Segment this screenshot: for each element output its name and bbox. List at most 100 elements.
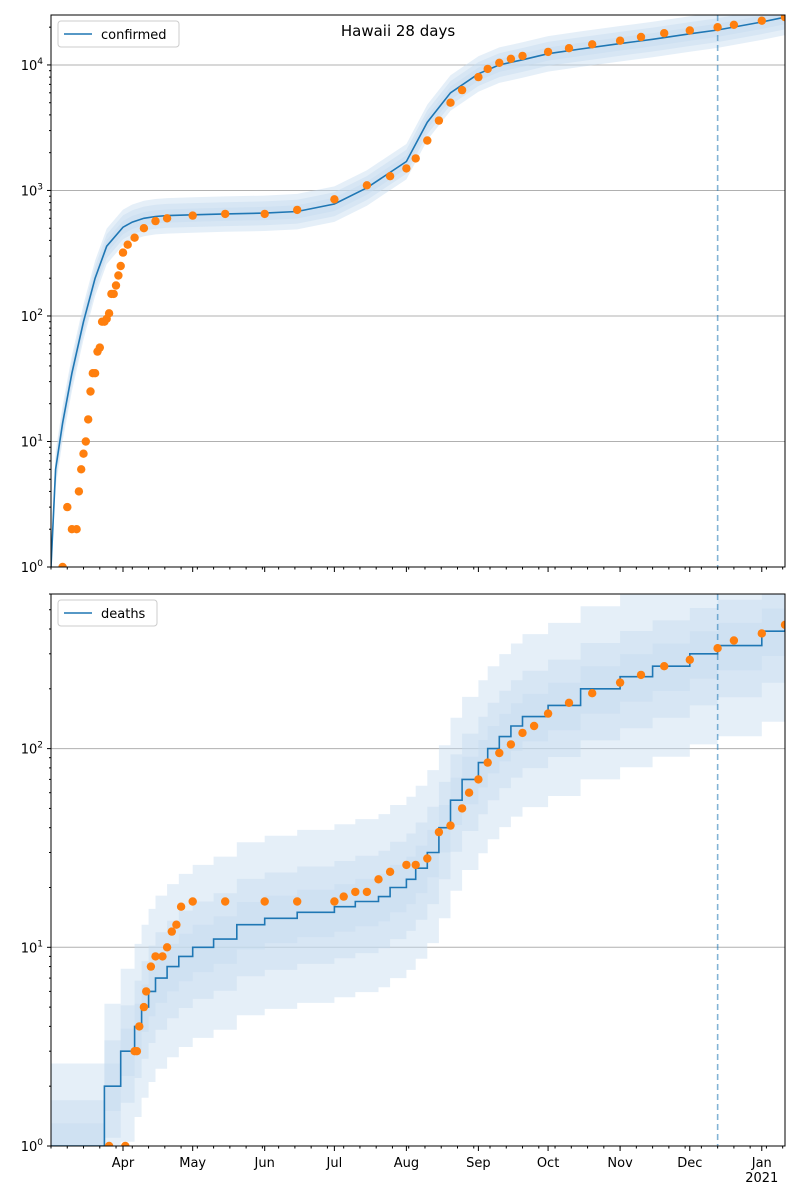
x-tick-label: Nov [607,1156,633,1171]
observed-point [434,827,444,837]
observed-point [135,1022,144,1031]
observed-point [172,920,181,929]
observed-point [495,58,504,67]
legend-box [57,599,158,627]
observed-point [330,195,339,204]
model-line [51,16,785,567]
y-tick-label-exponent: 2 [37,741,43,751]
legend-box [57,20,180,48]
observed-point [188,211,197,220]
observed-point [588,689,597,698]
y-tick-label-base: 10 [21,310,38,325]
y-tick-label-exponent: 3 [37,182,43,192]
x-tick-label: Dec [677,1156,702,1171]
observed-point [151,952,160,961]
observed-point [588,40,597,49]
y-tick-label-exponent: 0 [37,559,43,569]
observed-point [330,897,339,906]
y-tick-label: 103 [21,182,43,199]
observed-point [121,1141,130,1146]
observed-point [423,136,432,145]
plot-area [51,15,785,567]
observed-point [162,214,172,223]
observed-point [464,788,474,797]
y-tick-label: 101 [21,939,43,956]
observed-point [104,309,114,318]
observed-point [713,644,722,653]
observed-point [434,116,444,125]
observed-point [116,261,125,271]
y-tick-label-base: 10 [21,743,38,758]
x-tick-label: Jan [751,1156,772,1171]
observed-point [221,209,230,219]
uncertainty-band-2 [51,15,785,567]
observed-point [74,487,84,496]
y-tick-label: 100 [21,1138,44,1155]
y-tick-label-base: 10 [21,435,38,450]
x-tick-label: May [179,1156,206,1171]
legend-label: deaths [101,607,146,622]
y-tick-label-exponent: 4 [37,57,43,67]
observed-point [529,721,539,731]
observed-point [780,620,785,629]
observed-point [506,54,516,63]
observed-point [615,678,625,687]
x-tick-label: Jul [326,1156,343,1171]
observed-point [385,867,395,876]
y-tick-label-base: 10 [21,561,38,576]
observed-point [636,670,646,680]
uncertainty-band-3 [51,600,785,1146]
observed-point [411,860,420,870]
observed-point [446,821,455,830]
observed-point [457,85,467,95]
observed-point [109,289,118,299]
x-tick-label: Aug [394,1156,419,1171]
y-tick-label-base: 10 [21,59,38,74]
axes-frame [50,593,786,1147]
observed-point [636,32,646,42]
observed-point [362,181,372,190]
plot-area [51,594,785,1146]
observed-point [132,1047,142,1056]
observed-point [423,854,432,863]
observed-point [374,875,383,884]
observed-point [402,860,411,870]
observed-point [411,154,420,163]
observed-point [118,248,128,257]
observed-point [685,26,694,35]
y-tick-label: 104 [21,57,44,74]
uncertainty-band-3 [51,15,785,567]
observed-point [402,164,411,173]
observed-point [86,387,95,396]
observed-point [111,281,121,290]
x-tick-label: Apr [112,1156,135,1171]
observed-point [84,415,93,424]
legend: deaths [57,599,158,627]
x-year-label: 2021 [745,1171,778,1186]
observed-point [162,943,172,952]
observed-point [495,748,504,758]
observed-point [474,775,483,784]
observed-point [58,562,67,567]
observed-point [188,897,197,906]
observed-point [79,449,88,458]
observed-point [757,16,766,25]
observed-point [615,36,625,45]
axes-frame [50,14,786,568]
y-tick-label-base: 10 [21,941,38,956]
observed-point [362,887,372,897]
observed-point [72,525,81,534]
observed-point [146,962,156,971]
observed-point [385,172,395,181]
observed-point [483,758,492,767]
observed-point [77,465,86,474]
y-tick-label-base: 10 [21,184,38,199]
observed-point [123,240,132,249]
observed-point [543,47,553,57]
y-tick-label-exponent: 1 [37,939,43,949]
observed-point [81,437,91,446]
y-tick-label: 101 [21,433,43,450]
uncertainty-band-1 [51,15,785,567]
